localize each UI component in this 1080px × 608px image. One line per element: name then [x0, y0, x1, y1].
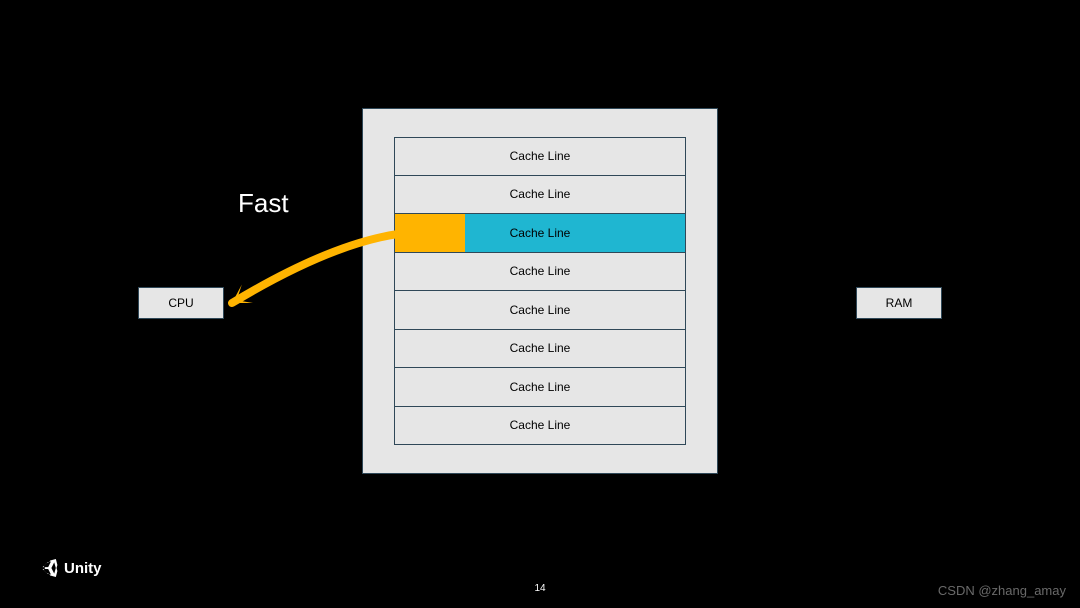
cache-line-label: Cache Line — [510, 418, 571, 432]
cache-line-label: Cache Line — [510, 303, 571, 317]
page-number: 14 — [534, 583, 545, 594]
cache-line-row: Cache Line — [394, 253, 686, 292]
cache-line-row: Cache Line — [394, 330, 686, 369]
cache-line-row: Cache Line — [394, 137, 686, 176]
cache-line-label: Cache Line — [510, 341, 571, 355]
cpu-label: CPU — [168, 296, 193, 310]
cpu-box: CPU — [138, 287, 224, 319]
cache-line-row: Cache Line — [394, 176, 686, 215]
cache-line-row: Cache Line — [394, 407, 686, 446]
unity-logo-icon — [38, 558, 58, 578]
cache-line-row: Cache Line — [394, 291, 686, 330]
cache-line-row: Cache Line — [394, 368, 686, 407]
fast-label: Fast — [238, 188, 289, 219]
cache-line-accent — [395, 214, 465, 252]
cache-line-row: Cache Line — [394, 214, 686, 253]
fast-label-text: Fast — [238, 188, 289, 218]
unity-logo-text: Unity — [64, 560, 102, 577]
unity-logo: Unity — [38, 558, 102, 578]
slide-root: CPU RAM Cache Line Cache Line Cache Line Ca… — [0, 0, 1080, 608]
cache-line-label: Cache Line — [510, 149, 571, 163]
cache-line-label: Cache Line — [510, 187, 571, 201]
cache-line-label: Cache Line — [510, 226, 571, 240]
cache-line-label: Cache Line — [510, 264, 571, 278]
ram-box: RAM — [856, 287, 942, 319]
watermark: CSDN @zhang_amay — [938, 583, 1066, 598]
ram-label: RAM — [886, 296, 913, 310]
cache-line-label: Cache Line — [510, 380, 571, 394]
